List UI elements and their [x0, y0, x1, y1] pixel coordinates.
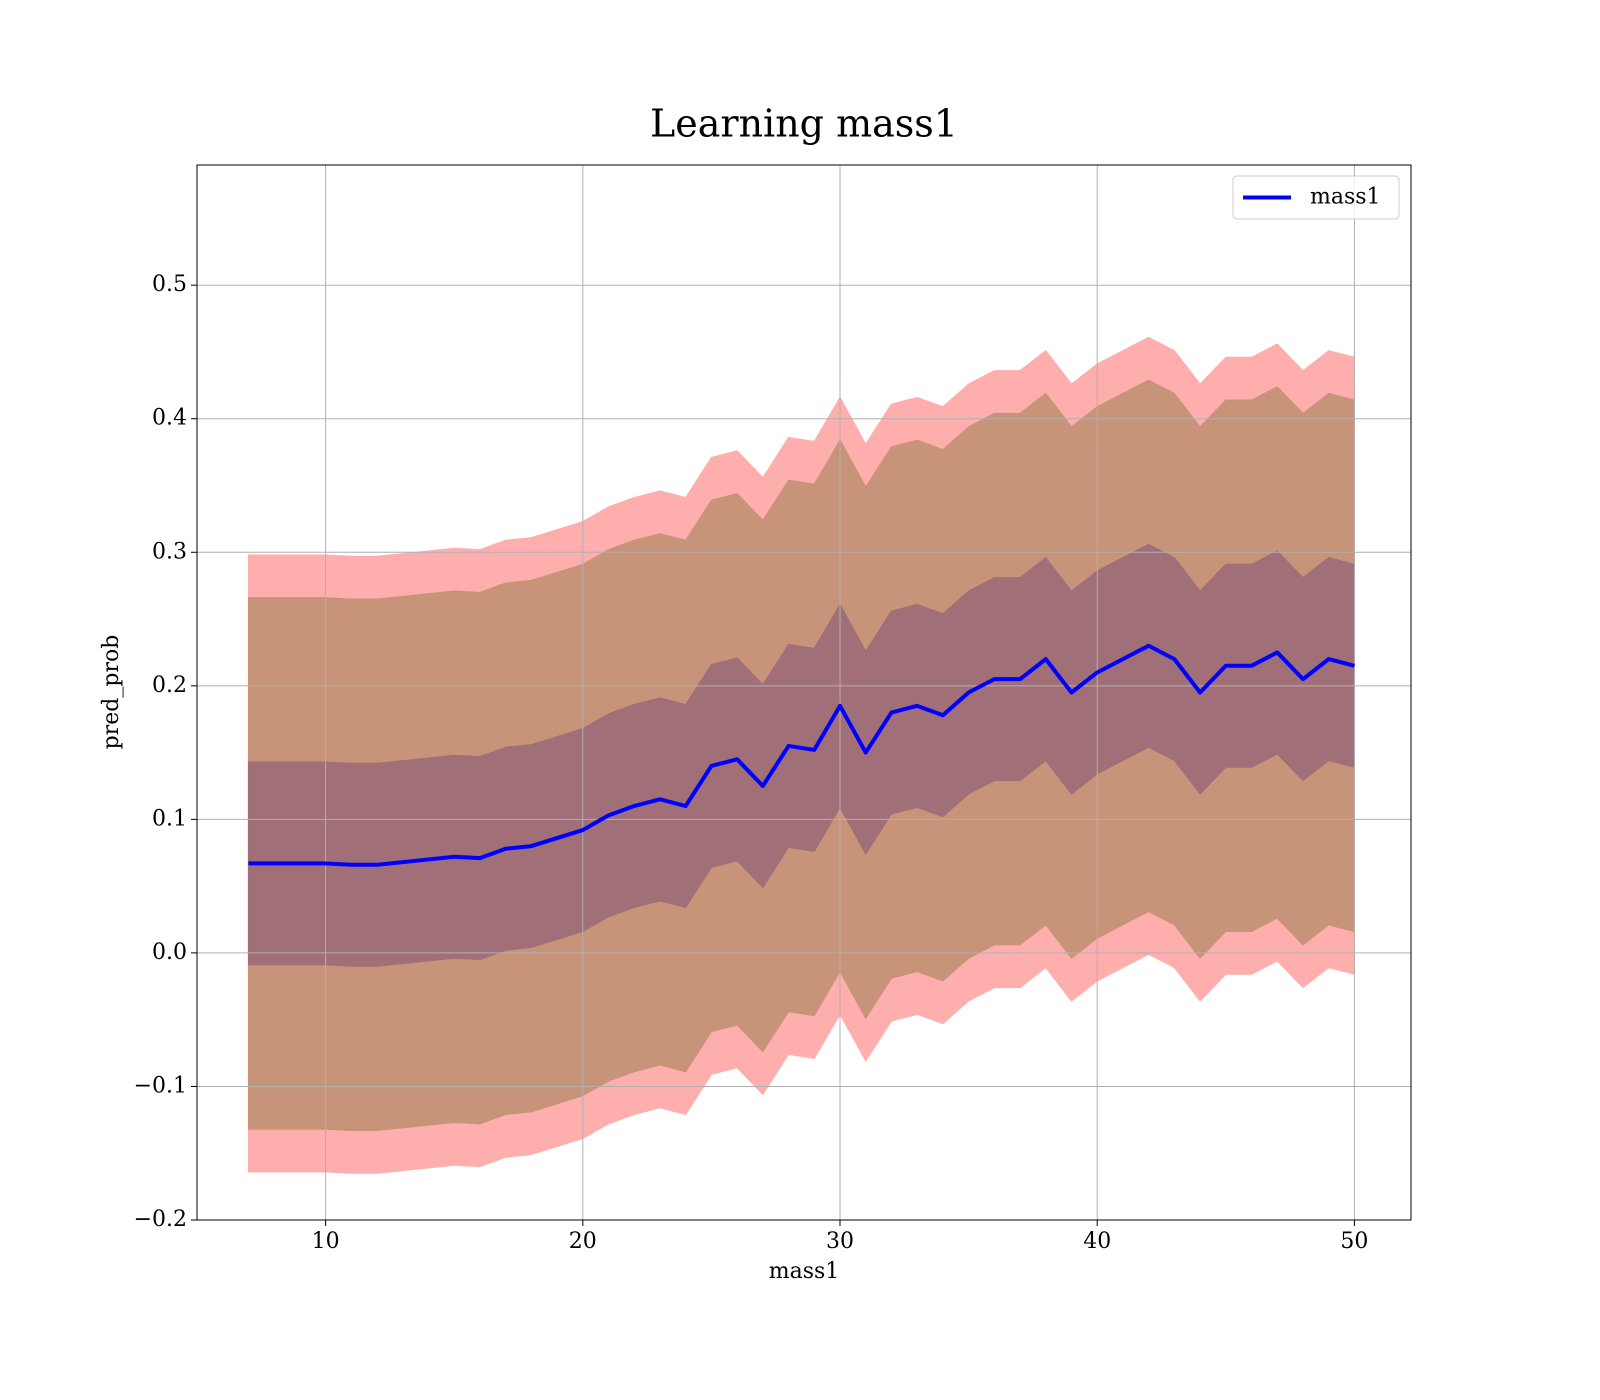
x-tick-label: 30 [826, 1229, 854, 1254]
line [248, 643, 1355, 867]
y-tick-label: −0.2 [134, 1207, 187, 1232]
y-tick-label: 0.0 [152, 940, 187, 965]
y-axis-label: pred_prob [99, 635, 124, 750]
x-tick-label: 10 [312, 1229, 340, 1254]
x-tick-label: 50 [1340, 1229, 1368, 1254]
y-tick-label: 0.1 [152, 806, 187, 831]
legend-label: mass1 [1310, 185, 1381, 210]
chart-title: Learning mass1 [650, 102, 958, 146]
legend: mass1 [1232, 175, 1400, 220]
y-tick-label: 0.5 [152, 272, 187, 297]
y-tick-label: 0.4 [152, 406, 187, 431]
y-tick-label: 0.3 [152, 539, 187, 564]
y-tick-label: 0.2 [152, 673, 187, 698]
x-tick-label: 40 [1083, 1229, 1111, 1254]
legend-box [1232, 175, 1400, 220]
x-tick-label: 20 [569, 1229, 597, 1254]
x-axis-label: mass1 [769, 1259, 840, 1284]
plot-frame [196, 164, 1412, 1221]
y-tick-label: −0.1 [134, 1073, 187, 1098]
